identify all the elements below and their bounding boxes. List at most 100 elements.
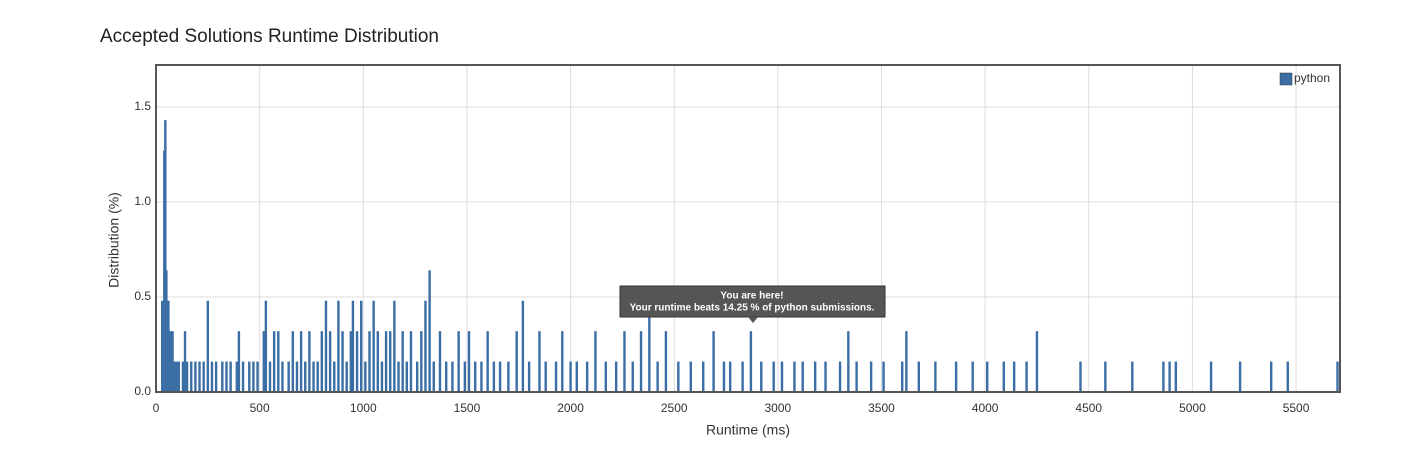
- bar: [268, 361, 272, 392]
- bar: [1336, 361, 1339, 392]
- bar: [507, 361, 510, 392]
- bar: [527, 361, 531, 392]
- x-tick-label: 5500: [1283, 401, 1310, 415]
- bar: [905, 331, 908, 392]
- bar: [554, 361, 558, 392]
- bar: [1025, 361, 1028, 392]
- bar: [538, 331, 541, 392]
- bar: [389, 331, 392, 392]
- tooltip-title: You are here!: [720, 291, 783, 302]
- bar: [177, 361, 181, 392]
- bar: [1131, 361, 1134, 392]
- bar: [869, 361, 873, 392]
- legend-label: python: [1294, 71, 1330, 85]
- tooltip: You are here!Your runtime beats 14.25 % …: [619, 285, 886, 323]
- bar: [1002, 361, 1005, 392]
- bar: [235, 361, 239, 392]
- bar: [1269, 361, 1273, 392]
- bar: [210, 361, 214, 392]
- bar: [424, 300, 427, 392]
- bar: [287, 361, 290, 392]
- bar: [515, 331, 518, 392]
- bar: [901, 361, 904, 392]
- bar: [252, 361, 255, 392]
- y-tick-label: 1.5: [134, 99, 151, 113]
- bar: [164, 120, 167, 392]
- x-tick-label: 2000: [557, 401, 584, 415]
- bar: [409, 331, 413, 392]
- x-tick-label: 3000: [764, 401, 791, 415]
- bar: [793, 361, 796, 392]
- bar: [161, 300, 164, 392]
- bar: [206, 300, 210, 392]
- bar: [917, 361, 921, 392]
- bar: [824, 361, 827, 392]
- bar: [561, 331, 564, 392]
- bar: [420, 331, 423, 392]
- x-tick-label: 0: [153, 401, 160, 415]
- bar: [221, 361, 224, 392]
- bar: [631, 361, 634, 392]
- bar: [934, 361, 937, 392]
- bar: [954, 361, 958, 392]
- bar: [337, 300, 340, 392]
- bar: [882, 361, 885, 392]
- bar: [1104, 361, 1107, 392]
- bar: [1209, 361, 1213, 392]
- bar: [372, 300, 375, 392]
- bar: [349, 331, 353, 392]
- bar: [304, 361, 307, 392]
- bar: [971, 361, 974, 392]
- bar: [664, 331, 668, 392]
- bar: [480, 361, 483, 392]
- bar: [813, 361, 817, 392]
- bar: [585, 361, 589, 392]
- bar: [569, 361, 572, 392]
- bar: [401, 331, 404, 392]
- x-tick-label: 3500: [868, 401, 895, 415]
- bar: [281, 361, 284, 392]
- bar: [1286, 361, 1289, 392]
- bar: [415, 361, 419, 392]
- bar: [272, 331, 276, 392]
- bar: [855, 361, 858, 392]
- bar: [623, 331, 626, 392]
- bar: [183, 331, 187, 392]
- bar: [277, 331, 280, 392]
- x-tick-label: 2500: [661, 401, 688, 415]
- bar: [167, 300, 170, 392]
- bar: [256, 361, 259, 392]
- bar: [194, 361, 197, 392]
- bar: [333, 361, 336, 392]
- bar: [428, 270, 431, 392]
- x-axis-title: Runtime (ms): [706, 422, 790, 438]
- bar: [986, 361, 989, 392]
- y-tick-label: 0.5: [134, 289, 151, 303]
- bar: [1162, 361, 1165, 392]
- bar: [237, 331, 241, 392]
- bar: [722, 361, 726, 392]
- bar: [262, 331, 265, 392]
- x-tick-label: 4500: [1075, 401, 1102, 415]
- legend-swatch: [1279, 72, 1293, 86]
- bar: [397, 361, 400, 392]
- bar: [175, 361, 178, 392]
- chart-title: Accepted Solutions Runtime Distribution: [100, 26, 439, 47]
- bar: [185, 361, 189, 392]
- bar: [376, 331, 379, 392]
- bar: [181, 361, 185, 392]
- bar: [656, 361, 659, 392]
- bar: [393, 300, 396, 392]
- bar: [594, 331, 597, 392]
- bar: [316, 361, 319, 392]
- bar: [648, 300, 651, 392]
- bar: [190, 361, 193, 392]
- x-tick-label: 1000: [350, 401, 377, 415]
- bar: [202, 361, 205, 392]
- bar: [198, 361, 201, 392]
- bar: [312, 361, 315, 392]
- bar: [1174, 361, 1178, 392]
- x-tick-label: 500: [250, 401, 270, 415]
- y-axis-title: Distribution (%): [106, 192, 122, 288]
